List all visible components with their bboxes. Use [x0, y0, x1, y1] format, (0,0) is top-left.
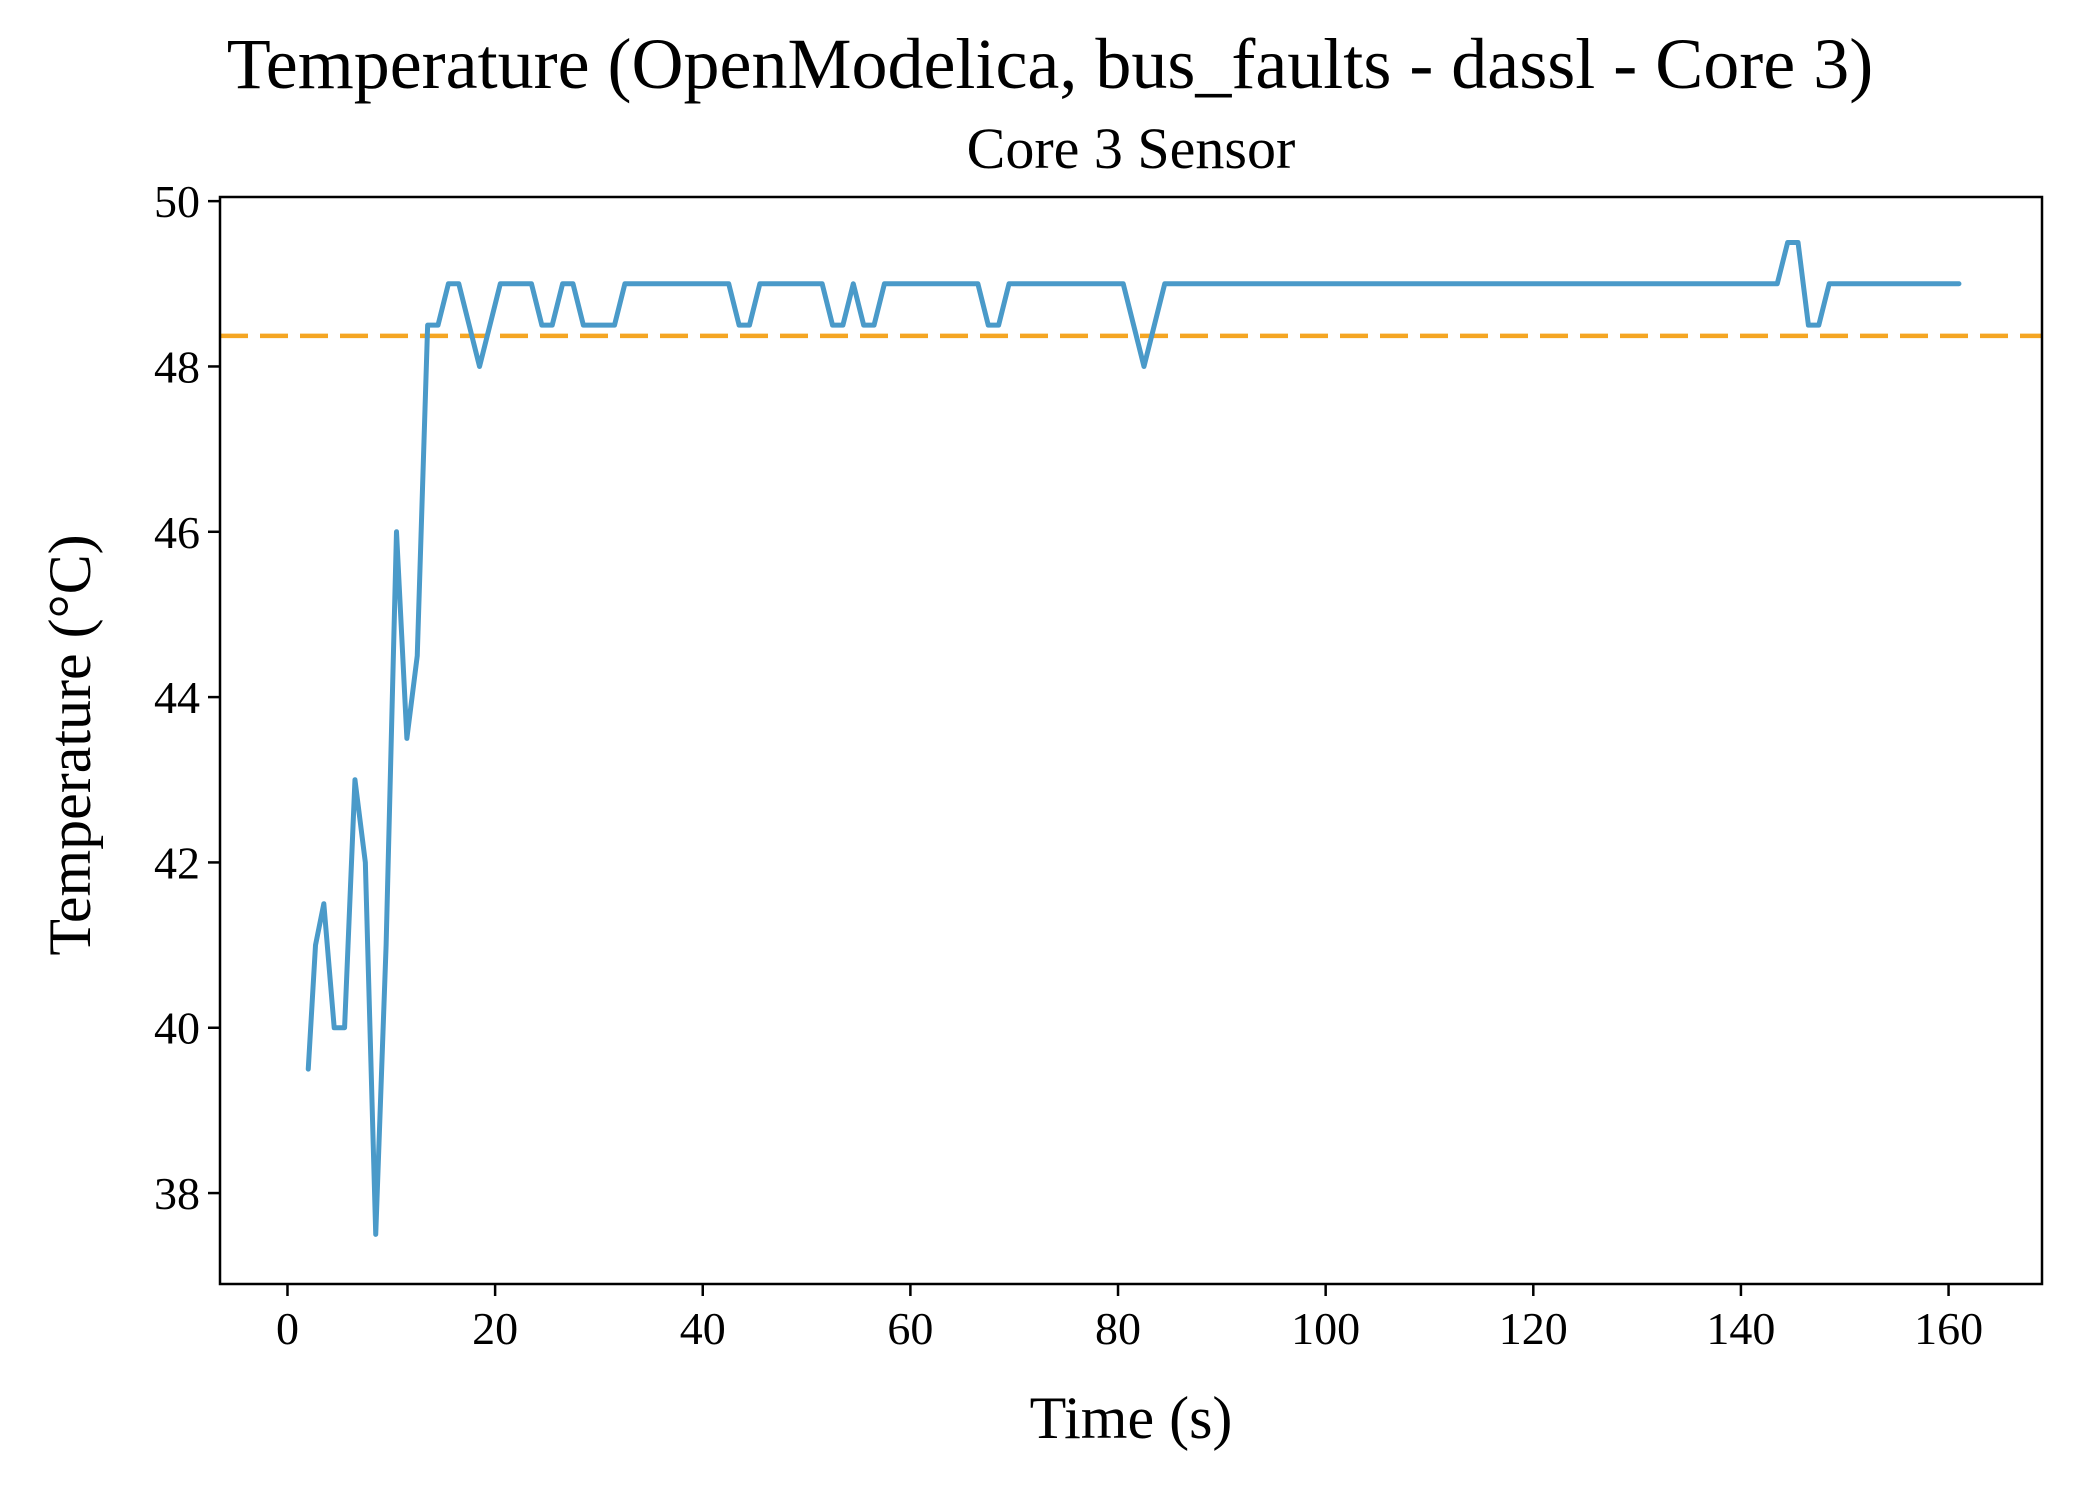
- x-tick-label-80: 80: [1095, 1303, 1141, 1354]
- x-tick-label-140: 140: [1706, 1303, 1775, 1354]
- chart-subtitle: Core 3 Sensor: [967, 116, 1296, 181]
- x-tick-label-100: 100: [1291, 1303, 1360, 1354]
- x-tick-label-0: 0: [276, 1303, 299, 1354]
- plot-area: 0 20 40 60 80 100 120 140 160 38 40 42 44 46 48 50: [154, 176, 2044, 1354]
- y-tick-label-46: 46: [154, 507, 200, 558]
- x-tick-label-20: 20: [472, 1303, 518, 1354]
- y-tick-label-40: 40: [154, 1003, 200, 1054]
- y-axis-label: Temperature (°C): [37, 534, 103, 955]
- y-tick-label-48: 48: [154, 341, 200, 392]
- series-line-0: [305, 239, 1962, 1237]
- x-axis-label: Time (s): [1030, 1385, 1233, 1451]
- x-tick-label-40: 40: [680, 1303, 726, 1354]
- y-tick-label-38: 38: [154, 1168, 200, 1219]
- y-tick-label-50: 50: [154, 176, 200, 227]
- x-tick-label-160: 160: [1914, 1303, 1983, 1354]
- axes-frame: [218, 195, 2044, 1286]
- x-tick-label-60: 60: [887, 1303, 933, 1354]
- x-tick-label-120: 120: [1499, 1303, 1568, 1354]
- chart-title: Temperature (OpenModelica, bus_faults - …: [227, 24, 1873, 104]
- y-tick-label-42: 42: [154, 837, 200, 888]
- y-tick-label-44: 44: [154, 672, 200, 723]
